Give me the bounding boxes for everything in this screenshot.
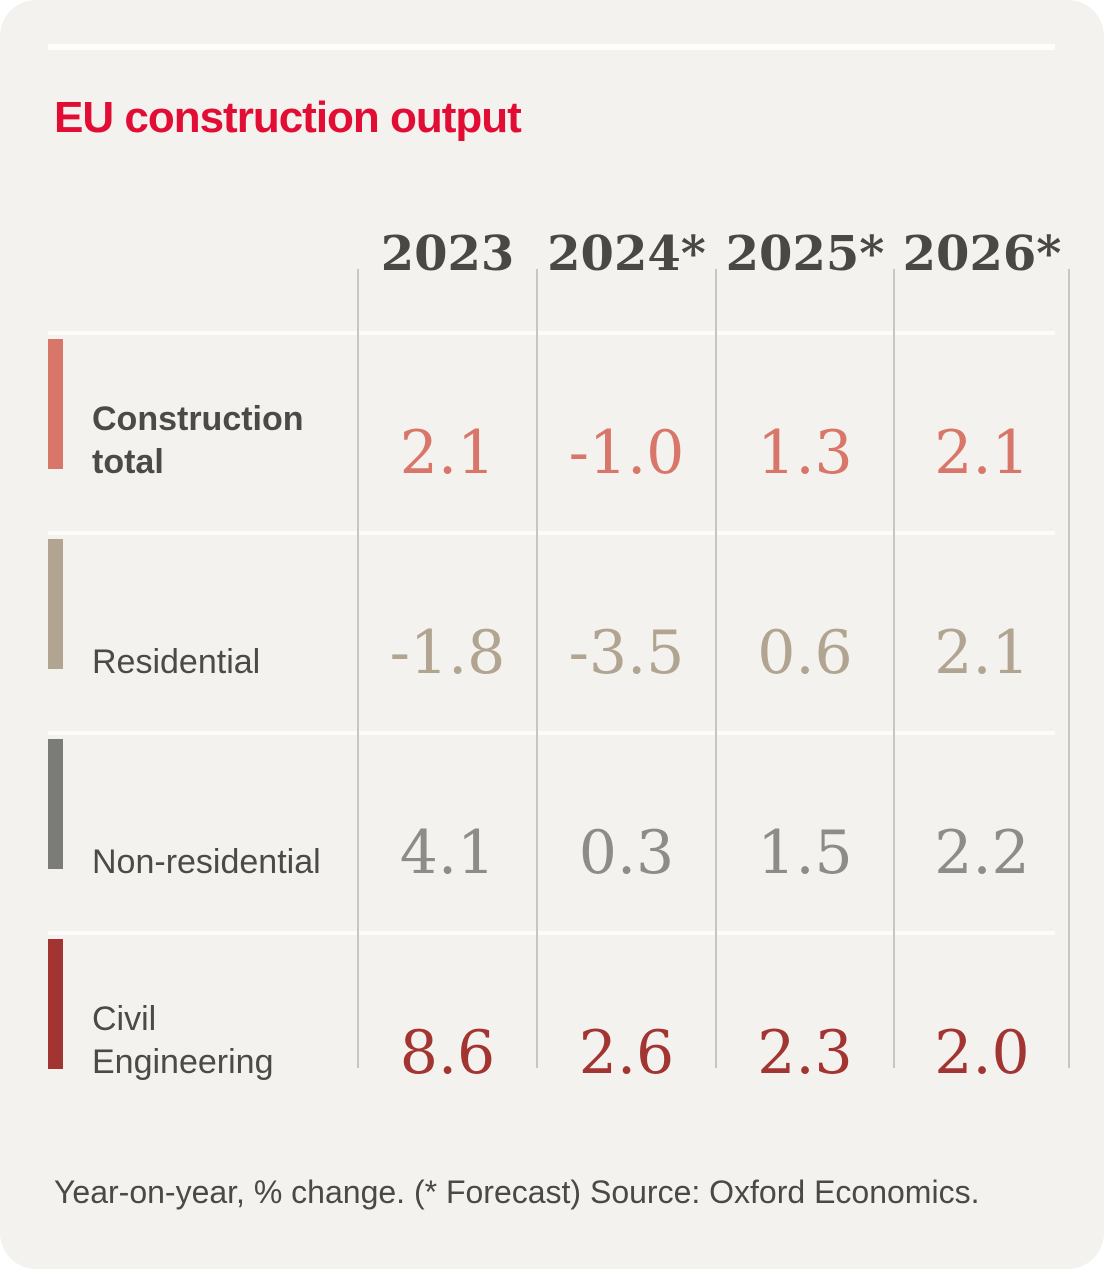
row-divider xyxy=(48,931,1055,935)
value-cell: -1.8 xyxy=(389,618,506,688)
value-cell: -1.0 xyxy=(568,418,685,488)
value-cell: 4.1 xyxy=(399,818,496,888)
column-header-2024: 2024* xyxy=(547,226,706,282)
value-cell: 2.2 xyxy=(934,818,1030,888)
value-cell: -3.5 xyxy=(568,618,685,688)
column-divider xyxy=(1068,269,1070,1068)
row-divider xyxy=(48,331,1055,335)
row-accent-bar xyxy=(48,339,63,469)
value-cell: 8.6 xyxy=(399,1018,496,1088)
value-cell: 2.0 xyxy=(934,1018,1030,1088)
column-header-2023: 2023 xyxy=(380,226,515,282)
row-label: Construction total xyxy=(92,399,304,482)
column-header-2025: 2025* xyxy=(725,226,885,282)
row-divider xyxy=(48,731,1055,735)
row-label: Residential xyxy=(92,643,261,682)
value-cell: 2.1 xyxy=(934,418,1030,488)
value-cell: 0.3 xyxy=(578,818,675,888)
value-cell: 2.1 xyxy=(399,418,496,488)
table-row: Non-residential 4.1 0.3 1.5 2.2 xyxy=(0,733,1104,933)
column-header-2026: 2026* xyxy=(902,226,1062,282)
row-accent-bar xyxy=(48,739,63,869)
row-divider xyxy=(48,531,1055,535)
row-accent-bar xyxy=(48,539,63,669)
table-row: Construction total 2.1 -1.0 1.3 2.1 xyxy=(0,333,1104,533)
value-cell: 0.6 xyxy=(757,618,853,688)
value-cell: 2.6 xyxy=(578,1018,675,1088)
table-row: Civil Engineering 8.6 2.6 2.3 2.0 xyxy=(0,933,1104,1133)
source-note: Year-on-year, % change. (* Forecast) Sou… xyxy=(54,1174,980,1210)
column-divider xyxy=(357,269,359,1068)
column-divider xyxy=(715,269,717,1068)
table-row: Residential -1.8 -3.5 0.6 2.1 xyxy=(0,533,1104,733)
value-cell: 1.5 xyxy=(757,818,853,888)
top-rule xyxy=(48,44,1055,50)
row-label: Non-residential xyxy=(92,843,321,882)
value-cell: 2.3 xyxy=(757,1018,853,1088)
column-divider xyxy=(536,269,538,1068)
column-divider xyxy=(893,269,895,1068)
value-cell: 2.1 xyxy=(934,618,1030,688)
row-accent-bar xyxy=(48,939,63,1069)
chart-title: EU construction output xyxy=(54,93,522,142)
row-label: Civil Engineering xyxy=(92,999,274,1082)
value-cell: 1.3 xyxy=(757,418,853,488)
